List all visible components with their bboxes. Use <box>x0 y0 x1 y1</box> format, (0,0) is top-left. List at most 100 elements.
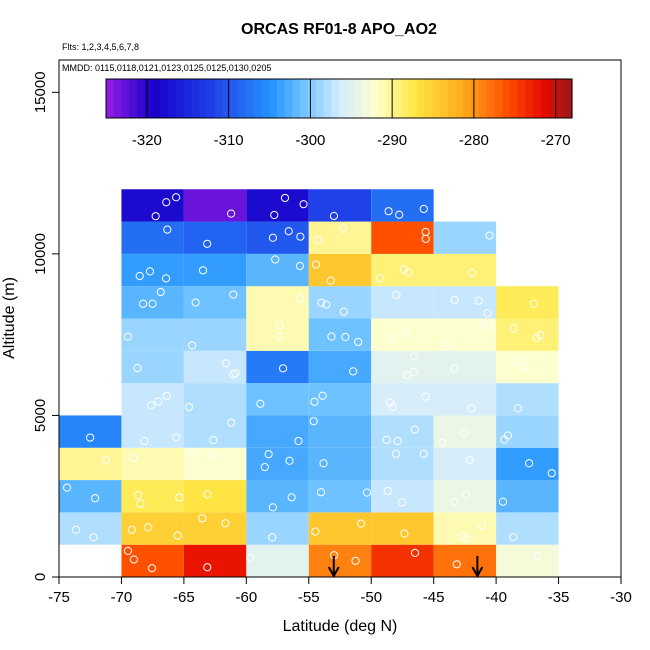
sample-point <box>362 488 372 497</box>
sample-point <box>384 207 393 216</box>
heat-cell <box>59 447 122 481</box>
sample-point <box>175 493 184 502</box>
sample-point <box>338 224 348 233</box>
heat-cell <box>371 286 434 319</box>
sample-point <box>319 459 328 468</box>
sample-point <box>62 483 72 492</box>
sample-point <box>294 436 303 446</box>
sample-point <box>478 521 487 531</box>
sample-point <box>356 519 366 528</box>
sample-point <box>203 563 212 572</box>
sample-point <box>395 210 404 219</box>
colorbar-swatch <box>284 79 293 118</box>
heat-cell <box>183 383 247 416</box>
sample-point <box>329 211 339 221</box>
sample-point <box>123 546 133 556</box>
colorbar-swatch <box>370 79 379 118</box>
sample-point <box>256 399 265 408</box>
sample-point <box>268 503 277 512</box>
colorbar-swatch <box>206 79 216 118</box>
colorbar-swatch <box>261 79 270 118</box>
y-tick-label: 15000 <box>32 71 49 113</box>
sample-point <box>260 462 269 472</box>
sample-point <box>151 212 160 221</box>
colorbar-swatch <box>315 79 325 118</box>
sample-point <box>311 260 320 269</box>
x-tick-label: -60 <box>235 589 257 606</box>
sample-point <box>512 355 522 364</box>
colorbar-swatch <box>455 79 464 118</box>
x-tick-label: -35 <box>548 589 570 606</box>
heat-cell <box>496 383 559 416</box>
sample-point <box>264 450 273 459</box>
sample-point <box>138 299 148 308</box>
arrow-markers <box>327 555 484 579</box>
heat-cell <box>183 221 247 254</box>
x-tick-label: -40 <box>485 589 507 606</box>
x-tick-label: -65 <box>173 589 195 606</box>
sample-point <box>311 527 320 536</box>
heat-cell <box>371 383 434 416</box>
sample-point <box>388 402 397 412</box>
colorbar-swatch <box>152 79 161 118</box>
heat-cell <box>121 447 184 481</box>
heat-cell <box>121 480 184 513</box>
colorbar-swatch <box>447 79 457 118</box>
sample-point <box>284 227 293 236</box>
colorbar-swatch <box>401 79 410 118</box>
heat-cell <box>246 544 309 577</box>
sample-point <box>275 321 284 330</box>
heat-cell <box>433 253 497 287</box>
heat-cell <box>308 318 372 351</box>
heat-cell <box>433 544 497 577</box>
heat-cell <box>433 318 497 351</box>
sample-point <box>452 560 461 569</box>
colorbar-swatch <box>339 79 348 118</box>
sample-point <box>171 433 181 442</box>
sample-point <box>271 255 280 264</box>
colorbar-swatch <box>121 79 130 118</box>
colorbar-swatch <box>199 79 208 118</box>
x-axis: -75 -70 -65 -60 -55 -50 -45 -40 -35 -30 <box>48 577 632 606</box>
heat-cell <box>433 415 497 448</box>
sample-point <box>375 274 384 283</box>
sample-point <box>450 364 459 373</box>
sample-point <box>339 307 348 316</box>
x-tick-label: -70 <box>111 589 133 606</box>
colorbar-tick-label: -320 <box>132 132 162 149</box>
sample-point <box>326 276 335 285</box>
heat-cell <box>246 383 309 416</box>
sample-point <box>91 494 100 503</box>
sample-point <box>309 417 318 426</box>
sample-point <box>509 532 518 542</box>
heat-cell <box>121 318 184 351</box>
heat-cell <box>496 286 559 319</box>
sample-point <box>349 367 358 376</box>
heat-cell <box>121 383 184 416</box>
sample-point <box>221 359 231 368</box>
colorbar-swatch <box>292 79 301 118</box>
heat-cell <box>496 318 559 351</box>
arrow-head <box>327 566 340 579</box>
colorbar-swatch <box>471 79 480 118</box>
sample-point <box>101 456 110 465</box>
colorbar-swatch <box>556 79 565 118</box>
sample-point <box>146 401 156 410</box>
heat-cell <box>371 480 434 513</box>
y-axis-label: Altitude (m) <box>1 277 18 359</box>
colorbar-swatch <box>230 79 239 118</box>
sample-point <box>317 298 326 307</box>
colorbar-swatch <box>307 79 317 118</box>
colorbar-tick-label: -290 <box>377 132 407 149</box>
sample-point <box>314 235 323 244</box>
sample-point <box>127 525 136 534</box>
sample-point <box>410 425 419 434</box>
colorbar-frame <box>105 78 573 119</box>
sample-point <box>450 497 459 507</box>
colorbar-swatch <box>509 79 519 118</box>
heat-cell <box>183 318 247 351</box>
sample-point <box>461 490 471 499</box>
sample-point <box>327 332 336 341</box>
y-axis: 0 5000 10000 15000 <box>32 71 59 581</box>
colorbar-swatch <box>160 79 169 118</box>
